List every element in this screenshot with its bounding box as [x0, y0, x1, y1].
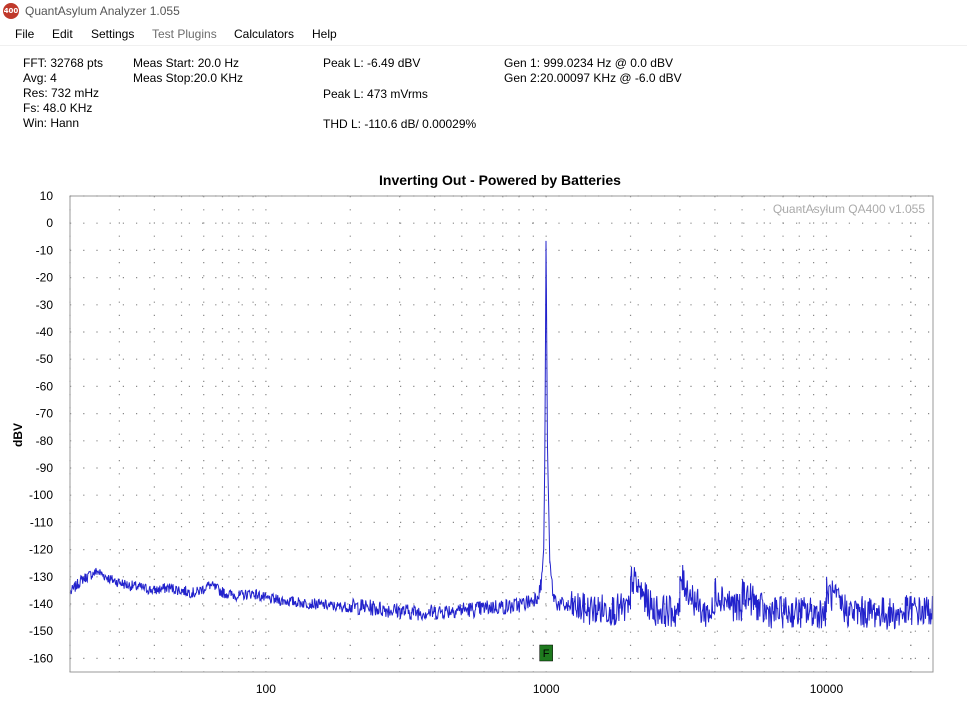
- y-tick-label: -70: [36, 407, 54, 421]
- y-tick-label: -60: [36, 379, 54, 393]
- menu-bar: File Edit Settings Test Plugins Calculat…: [0, 23, 967, 46]
- frequency-marker-box[interactable]: [539, 644, 553, 662]
- menu-edit[interactable]: Edit: [52, 27, 73, 41]
- x-tick-labels: 100 1000 10000: [256, 682, 844, 696]
- meas-stop-readout: Meas Stop:20.0 KHz: [133, 71, 244, 85]
- plot-frame: [69, 195, 934, 673]
- y-tick-label: -150: [29, 624, 53, 638]
- gen2-readout: Gen 2:20.00097 KHz @ -6.0 dBV: [504, 71, 682, 85]
- y-tick-label: -20: [36, 271, 54, 285]
- y-tick-label: -130: [29, 570, 53, 584]
- y-tick-label: -80: [36, 434, 54, 448]
- frequency-marker-label: F: [543, 648, 550, 660]
- gen1-readout: Gen 1: 999.0234 Hz @ 0.0 dBV: [504, 56, 673, 70]
- y-tick-label: -30: [36, 298, 54, 312]
- y-axis-label: dBV: [11, 423, 25, 447]
- peak-vrms-readout: Peak L: 473 mVrms: [323, 87, 428, 101]
- measurement-range-block: Meas Start: 20.0 Hz Meas Stop:20.0 KHz: [133, 56, 243, 86]
- window-title: QuantAsylum Analyzer 1.055: [25, 4, 180, 18]
- x-tick-label: 1000: [533, 682, 560, 696]
- watermark: QuantAsylum QA400 v1.055: [773, 202, 925, 216]
- x-tick-label: 10000: [810, 682, 844, 696]
- y-tick-label: 10: [40, 189, 54, 203]
- y-tick-label: -100: [29, 488, 53, 502]
- y-tick-label: -110: [30, 515, 53, 529]
- menu-file[interactable]: File: [15, 27, 35, 41]
- y-tick-labels: 10 0 -10 -20 -30 -40 -50 -60 -70 -80 -90 -100 -110 -1…: [29, 189, 53, 665]
- qa400-app-icon: 400: [3, 3, 19, 19]
- y-tick-label: -10: [36, 243, 54, 257]
- spectrum-line: [69, 240, 934, 630]
- peak-dbv-readout: Peak L: -6.49 dBV: [323, 56, 421, 70]
- y-tick-label: 0: [46, 216, 53, 230]
- y-tick-label: -90: [36, 461, 54, 475]
- y-tick-label: -50: [36, 352, 54, 366]
- chart-title: Inverting Out - Powered by Batteries: [379, 172, 621, 188]
- menu-calculators[interactable]: Calculators: [234, 27, 295, 41]
- sample-rate-readout: Fs: 48.0 KHz: [23, 101, 93, 115]
- title-bar: 400 QuantAsylum Analyzer 1.055: [0, 0, 967, 23]
- menu-test-plugins[interactable]: Test Plugins: [152, 27, 217, 41]
- menu-help[interactable]: Help: [312, 27, 337, 41]
- x-tick-label: 100: [256, 682, 276, 696]
- thd-readout: THD L: -110.6 dB/ 0.00029%: [323, 117, 477, 131]
- averages-readout: Avg: 4: [23, 71, 57, 85]
- frequency-marker[interactable]: F: [539, 644, 553, 662]
- y-tick-label: -120: [29, 543, 53, 557]
- resolution-readout: Res: 732 mHz: [23, 86, 100, 100]
- y-tick-label: -140: [29, 597, 53, 611]
- y-tick-label: -160: [29, 651, 53, 665]
- meas-start-readout: Meas Start: 20.0 Hz: [133, 56, 240, 70]
- generator-block: Gen 1: 999.0234 Hz @ 0.0 dBV Gen 2:20.00…: [504, 56, 682, 86]
- y-tick-label: -40: [36, 325, 54, 339]
- menu-settings[interactable]: Settings: [91, 27, 135, 41]
- fft-info-block: FFT: 32768 pts Avg: 4 Res: 732 mHz Fs: 4…: [23, 56, 103, 131]
- fft-size-readout: FFT: 32768 pts: [23, 56, 104, 70]
- window-readout: Win: Hann: [23, 116, 80, 130]
